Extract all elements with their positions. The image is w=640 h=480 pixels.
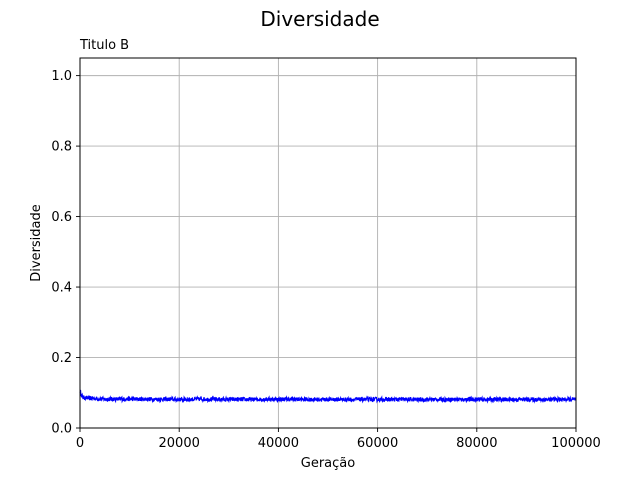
- x-tick-label: 20000: [159, 436, 200, 451]
- y-tick-label: 0.4: [51, 281, 72, 296]
- y-tick-label: 0.2: [51, 351, 72, 366]
- y-tick-label: 0.6: [51, 210, 72, 225]
- series-line: [79, 389, 577, 404]
- y-axis-label: Diversidade: [29, 204, 44, 282]
- plot-area: [79, 389, 577, 404]
- x-tick-label: 80000: [456, 436, 497, 451]
- grid-lines: [79, 58, 577, 429]
- x-tick-label: 0: [76, 436, 84, 451]
- y-tick-label: 0.8: [51, 140, 72, 155]
- chart-title: Diversidade: [260, 7, 379, 31]
- x-tick-label: 60000: [357, 436, 398, 451]
- x-tick-label: 100000: [551, 436, 601, 451]
- x-tick-label: 40000: [258, 436, 299, 451]
- axes-frame: [79, 57, 577, 429]
- y-tick-label: 0.0: [51, 422, 72, 437]
- axis-ticks: 0 20000 40000 60000 80000 100000 0.0 0.2 0.4 0.6 0…: [51, 69, 601, 451]
- x-axis-label: Geração: [301, 456, 355, 471]
- y-tick-label: 1.0: [51, 69, 72, 84]
- chart-subtitle: Titulo B: [79, 38, 129, 53]
